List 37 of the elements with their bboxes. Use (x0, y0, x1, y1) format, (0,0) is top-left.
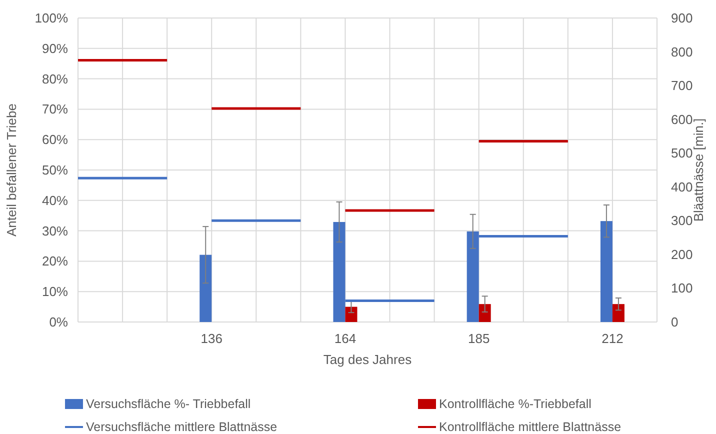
legend-label: Versuchsfläche mittlere Blattnässe (86, 420, 278, 434)
bar (612, 304, 624, 322)
y-tick-label: 10% (42, 284, 68, 300)
bar (345, 306, 358, 322)
y-tick-label: 40% (42, 192, 68, 208)
y-tick-label: 60% (42, 132, 68, 148)
x-tick-label: 164 (334, 331, 356, 346)
bar (600, 221, 612, 322)
y-tick-label: 20% (42, 254, 68, 269)
y2-tick-label: 500 (671, 146, 693, 161)
y2-tick-label: 900 (671, 10, 693, 26)
y-tick-label: 50% (42, 162, 68, 178)
legend-label: Kontrollfläche mittlere Blattnässe (439, 420, 622, 434)
y-tick-label: 0% (49, 314, 68, 330)
y2-tick-label: 0 (671, 314, 678, 330)
x-axis-title: Tag des Jahres (323, 352, 412, 367)
y2-tick-label: 400 (671, 179, 693, 194)
y-tick-label: 100% (34, 10, 68, 26)
y-tick-label: 70% (42, 102, 68, 117)
bar (478, 304, 491, 322)
y2-tick-label: 300 (671, 213, 693, 228)
x-tick-label: 136 (200, 331, 222, 346)
legend-label: Kontrollfläche %-Triebbefall (439, 397, 592, 411)
y2-tick-label: 200 (671, 246, 693, 262)
y-tick-label: 30% (42, 223, 68, 238)
y2-axis-title: Bläattnässe [min.] (691, 118, 706, 222)
y2-tick-label: 800 (671, 44, 693, 60)
x-tick-label: 212 (602, 331, 624, 346)
bar (200, 254, 212, 322)
legend-label: Versuchsfläche %- Triebbefall (86, 397, 251, 411)
y2-tick-label: 700 (671, 78, 693, 94)
x-tick-label: 185 (468, 331, 490, 346)
y-tick-label: 80% (42, 71, 68, 86)
y-tick-label: 90% (42, 40, 68, 56)
y-axis-title: Anteil befallener Triebe (4, 104, 19, 236)
y2-tick-label: 600 (671, 112, 693, 127)
y2-tick-label: 100 (671, 280, 693, 296)
